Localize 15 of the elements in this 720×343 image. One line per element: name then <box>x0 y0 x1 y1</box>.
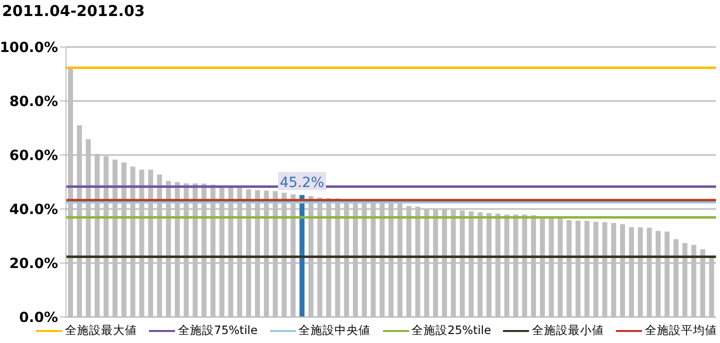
legend-label: 全施設25%tile <box>412 323 492 338</box>
y-tick-label: 20.0% <box>9 256 58 272</box>
legend-label: 全施設最小値 <box>532 323 604 338</box>
chart-title: 2011.04-2012.03 <box>2 2 145 20</box>
y-tick-label: 80.0% <box>9 94 58 110</box>
bar <box>300 194 305 317</box>
y-tick-label: 100.0% <box>0 40 58 56</box>
data-label: 45.2% <box>280 174 324 191</box>
y-tick-label: 40.0% <box>9 202 58 218</box>
legend-label: 全施設75%tile <box>178 323 258 338</box>
y-tick-label: 0.0% <box>19 310 58 326</box>
legend-label: 全施設最大値 <box>65 323 137 338</box>
legend-label: 全施設平均値 <box>645 323 718 338</box>
legend-label: 全施設中央値 <box>298 323 371 338</box>
y-tick-label: 60.0% <box>9 148 58 164</box>
